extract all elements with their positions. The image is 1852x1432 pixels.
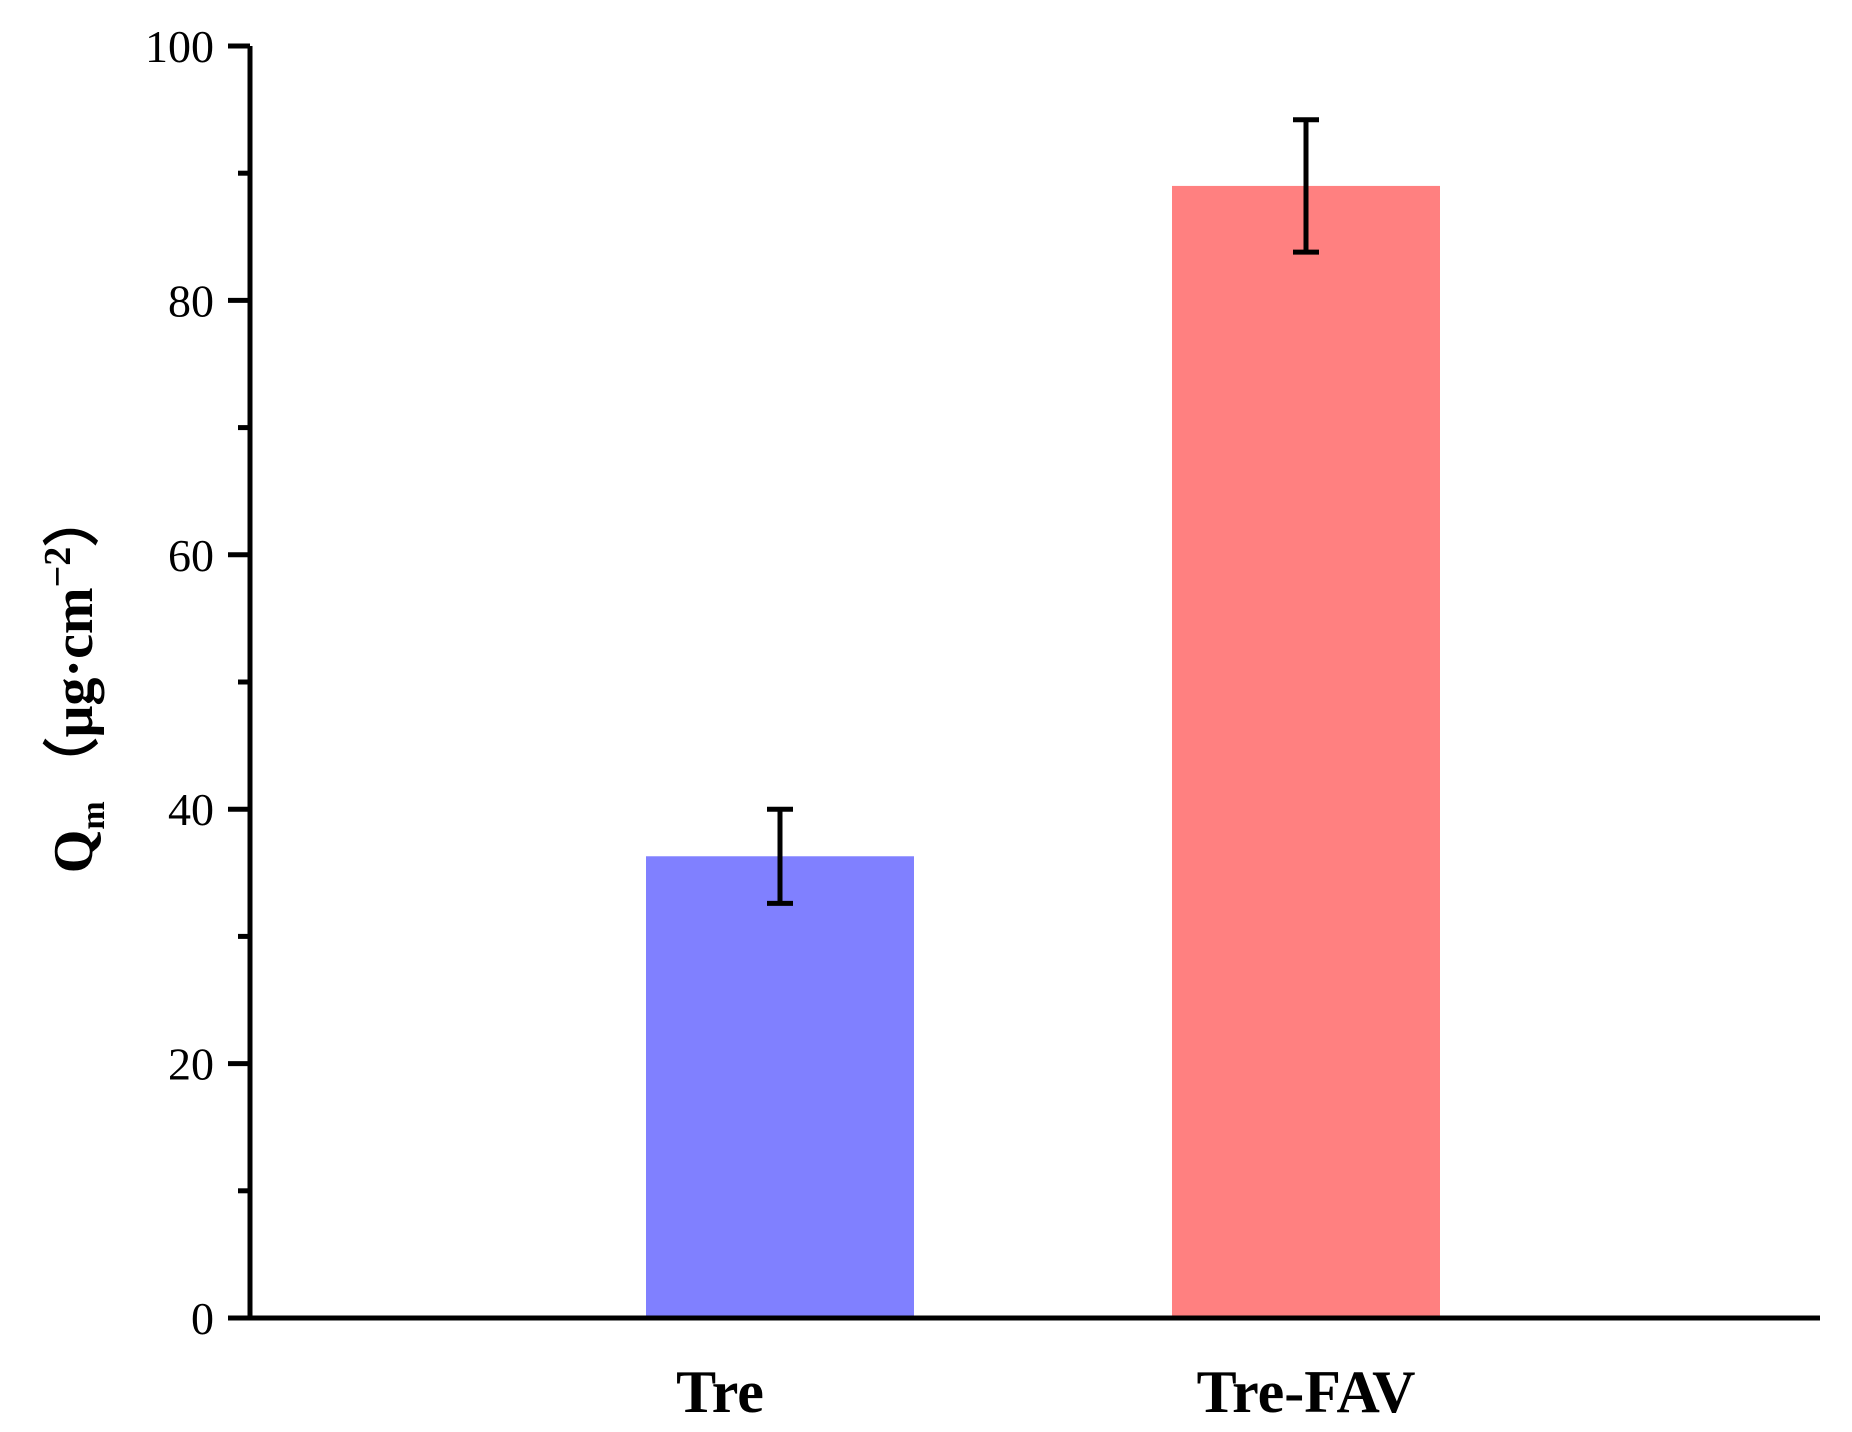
y-tick-label: 0 [191, 1293, 214, 1344]
x-category-labels-group: Tre Tre-FAV [676, 1359, 1415, 1425]
y-tick-label: 40 [168, 784, 214, 835]
y-axis-title-symbol: Q [43, 830, 105, 874]
y-tick-label: 20 [168, 1039, 214, 1090]
y-axis-title-unit: （μg·cm [42, 587, 105, 793]
y-axis-title: Qm （μg·cm−2） [37, 491, 112, 873]
y-axis-title-close: ） [42, 491, 105, 547]
bars-group [646, 185, 1440, 1318]
axes-group [247, 46, 1820, 1321]
y-axis-title-exponent: −2 [37, 547, 79, 588]
error-bars-group [767, 117, 1319, 906]
x-tick-label-tre: Tre [676, 1359, 764, 1425]
bar-tre-fav [1172, 185, 1440, 1318]
y-ticks-group [228, 43, 250, 1321]
error-bar-tre [767, 806, 793, 906]
bar-tre [646, 856, 914, 1318]
y-tick-labels-group: 0 20 40 60 80 100 [145, 21, 214, 1344]
y-tick-label: 60 [168, 530, 214, 581]
error-bar-tre-fav [1293, 117, 1319, 255]
y-tick-label: 100 [145, 21, 214, 72]
x-tick-label-tre-fav: Tre-FAV [1197, 1359, 1416, 1425]
y-tick-label: 80 [168, 275, 214, 326]
y-axis-title-subscript: m [75, 801, 112, 829]
